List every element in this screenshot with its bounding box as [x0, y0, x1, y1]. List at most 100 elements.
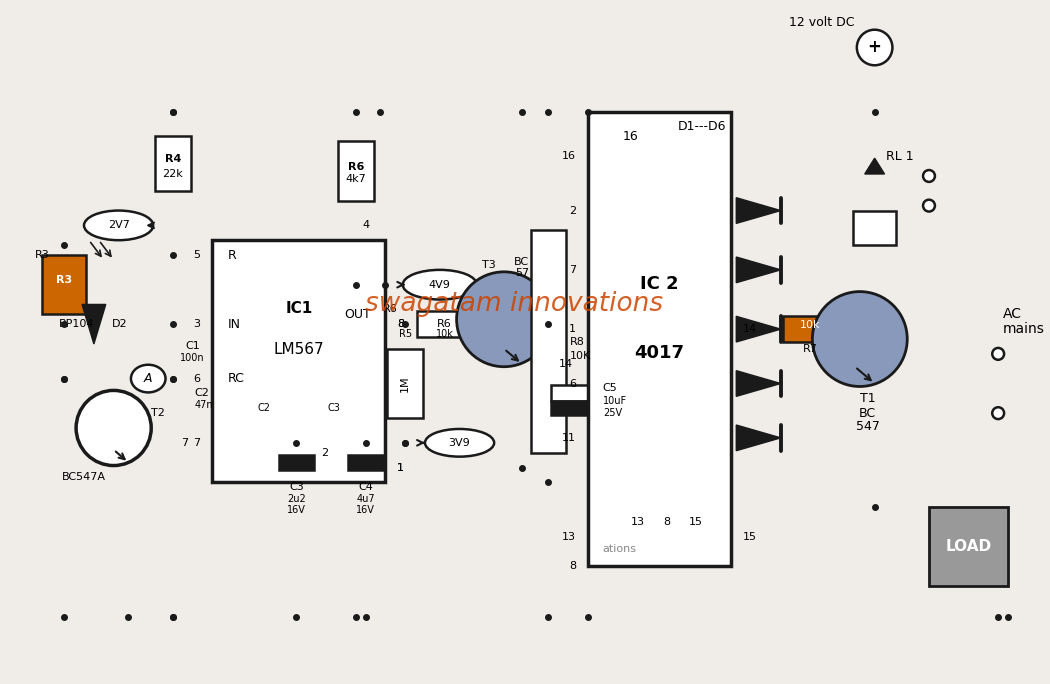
Text: 16V: 16V — [287, 505, 306, 515]
Text: R5: R5 — [399, 329, 412, 339]
Circle shape — [857, 29, 892, 65]
Text: +: + — [867, 38, 882, 57]
Bar — [782, 316, 838, 342]
Bar — [530, 231, 566, 453]
Ellipse shape — [425, 429, 495, 457]
Text: 16: 16 — [562, 151, 576, 161]
Text: R6: R6 — [438, 319, 453, 329]
Text: D2: D2 — [111, 319, 127, 329]
Polygon shape — [736, 425, 781, 451]
Text: 6: 6 — [193, 373, 201, 384]
Bar — [338, 142, 374, 200]
Text: OUT: OUT — [343, 308, 371, 321]
Text: 15: 15 — [689, 517, 702, 527]
Circle shape — [457, 272, 551, 367]
Text: C3: C3 — [289, 482, 303, 492]
Text: 4: 4 — [362, 220, 370, 231]
Text: 3: 3 — [193, 319, 201, 329]
Text: C5: C5 — [603, 384, 617, 393]
Text: RC: RC — [227, 372, 245, 385]
Polygon shape — [82, 304, 106, 344]
Text: 4017: 4017 — [634, 343, 685, 362]
Text: mains: mains — [1003, 322, 1045, 336]
Text: BC: BC — [859, 407, 877, 420]
Text: 4k7: 4k7 — [345, 174, 366, 184]
Bar — [278, 455, 314, 471]
Text: 10K: 10K — [570, 351, 591, 361]
Ellipse shape — [84, 211, 153, 240]
Bar — [588, 111, 732, 566]
Bar — [417, 311, 472, 337]
Text: 6: 6 — [569, 378, 576, 389]
Text: 4V9: 4V9 — [428, 280, 450, 290]
Bar — [348, 455, 383, 471]
Text: 15: 15 — [743, 531, 757, 542]
Text: 7: 7 — [569, 265, 576, 275]
Text: 1M: 1M — [400, 376, 411, 392]
Text: 22k: 22k — [163, 169, 184, 179]
Text: T3: T3 — [482, 260, 496, 270]
Text: 13: 13 — [631, 517, 645, 527]
Bar — [387, 349, 423, 418]
Text: R6: R6 — [383, 304, 398, 315]
Text: 8: 8 — [569, 562, 576, 571]
Text: 25V: 25V — [603, 408, 622, 418]
Bar — [853, 211, 897, 245]
Text: 10k: 10k — [800, 320, 821, 330]
Text: AC: AC — [1003, 307, 1022, 321]
Text: 3V9: 3V9 — [448, 438, 470, 448]
Polygon shape — [736, 371, 781, 396]
Polygon shape — [865, 158, 884, 174]
Text: C2: C2 — [194, 389, 210, 398]
Text: R8: R8 — [570, 337, 585, 347]
Text: C1: C1 — [186, 341, 201, 351]
Text: R4: R4 — [165, 154, 182, 164]
Text: 11: 11 — [562, 433, 576, 443]
Circle shape — [992, 407, 1004, 419]
Circle shape — [923, 200, 934, 211]
Circle shape — [923, 170, 934, 182]
Text: RL 1: RL 1 — [885, 150, 914, 163]
Bar — [42, 255, 86, 315]
Polygon shape — [736, 257, 781, 282]
Text: 2: 2 — [321, 448, 329, 458]
Bar — [929, 507, 1008, 586]
Text: 100n: 100n — [181, 353, 205, 363]
Text: 14: 14 — [743, 324, 757, 334]
Text: 57: 57 — [514, 268, 529, 278]
Text: 16: 16 — [623, 130, 638, 143]
Polygon shape — [736, 316, 781, 342]
Text: 10k: 10k — [436, 329, 454, 339]
Text: 2V7: 2V7 — [108, 220, 129, 231]
Text: ations: ations — [603, 544, 637, 553]
Bar — [551, 402, 595, 415]
Text: 12 volt DC: 12 volt DC — [790, 16, 855, 29]
Text: 2u2: 2u2 — [287, 494, 306, 504]
Text: T1: T1 — [860, 392, 876, 405]
Text: R3: R3 — [57, 275, 72, 285]
Ellipse shape — [131, 365, 166, 393]
Text: BC: BC — [514, 257, 529, 267]
Text: 7: 7 — [181, 438, 188, 448]
Polygon shape — [736, 198, 781, 224]
Text: 8: 8 — [397, 319, 404, 329]
Text: D1---D6: D1---D6 — [677, 120, 726, 133]
Bar — [551, 386, 595, 402]
Text: T2: T2 — [151, 408, 165, 418]
Text: 7: 7 — [193, 438, 201, 448]
Text: 16V: 16V — [356, 505, 375, 515]
Circle shape — [813, 291, 907, 386]
Bar — [155, 136, 191, 191]
Text: 8: 8 — [397, 319, 404, 329]
Text: A: A — [144, 372, 152, 385]
Text: IC1: IC1 — [286, 300, 313, 315]
Text: 2: 2 — [569, 206, 576, 215]
Circle shape — [992, 348, 1004, 360]
Text: 13: 13 — [562, 531, 576, 542]
Text: 10uF: 10uF — [603, 396, 627, 406]
Text: IN: IN — [227, 317, 240, 330]
Ellipse shape — [403, 270, 477, 300]
Text: R7: R7 — [803, 344, 818, 354]
Text: LM567: LM567 — [274, 342, 324, 356]
Text: C3: C3 — [328, 403, 340, 413]
